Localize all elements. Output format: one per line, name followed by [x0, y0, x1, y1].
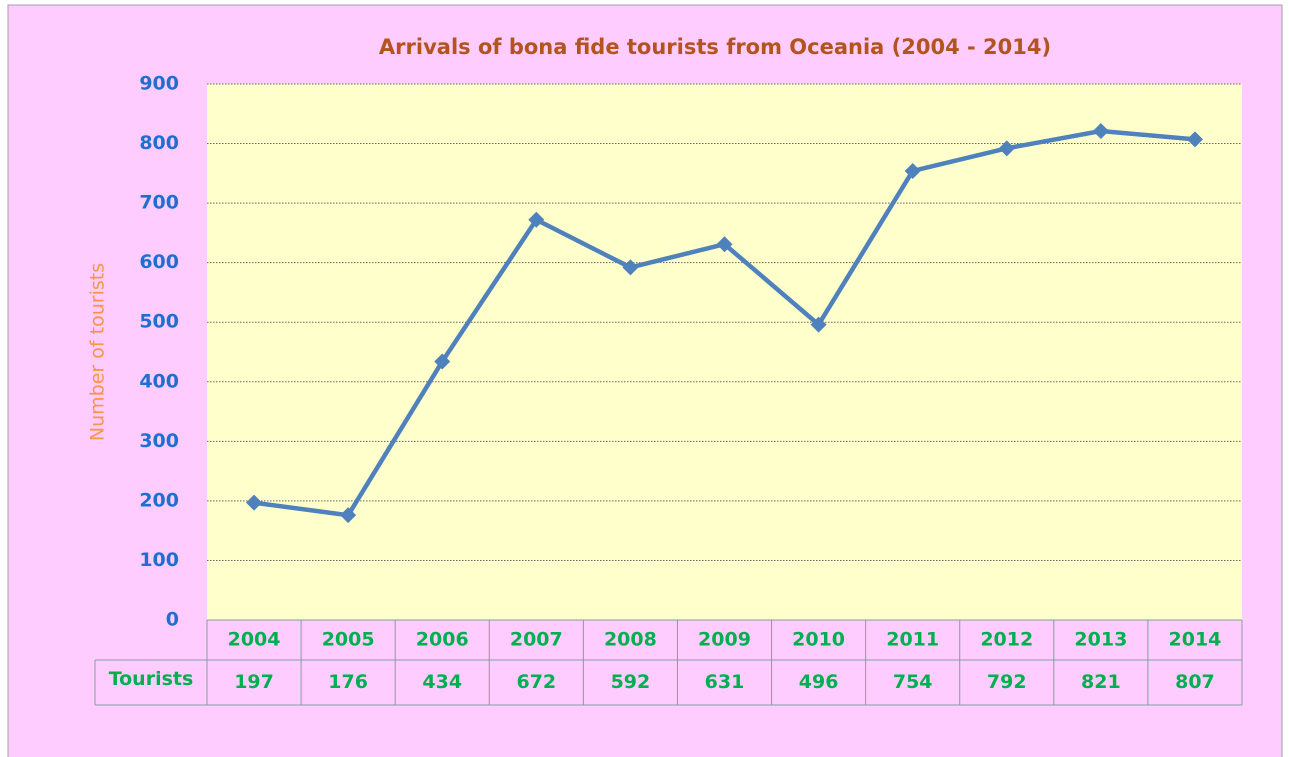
- data-label: 754: [893, 671, 933, 693]
- legend-label: Tourists: [109, 668, 194, 690]
- x-tick-label: 2012: [980, 629, 1033, 651]
- x-tick-label: 2014: [1169, 629, 1222, 651]
- data-point: [340, 507, 357, 524]
- data-label: 496: [799, 671, 839, 693]
- x-tick-label: 2010: [792, 629, 845, 651]
- data-label: 197: [234, 671, 274, 693]
- data-label: 592: [611, 671, 651, 693]
- data-point: [810, 316, 827, 333]
- data-point: [434, 353, 451, 370]
- data-label: 672: [516, 671, 556, 693]
- y-tick-label: 300: [139, 430, 179, 452]
- data-point: [998, 140, 1015, 157]
- y-axis-title: Number of tourists: [87, 263, 109, 441]
- data-label: 792: [987, 671, 1027, 693]
- chart-title: Arrivals of bona fide tourists from Ocea…: [379, 35, 1051, 59]
- data-point: [528, 211, 545, 228]
- y-tick-label: 0: [166, 609, 179, 631]
- x-tick-label: 2007: [510, 629, 563, 651]
- y-tick-label: 700: [139, 192, 179, 214]
- x-tick-label: 2013: [1074, 629, 1127, 651]
- y-tick-label: 100: [139, 549, 179, 571]
- data-label: 434: [422, 671, 462, 693]
- data-point: [716, 236, 733, 253]
- x-tick-label: 2006: [416, 629, 469, 651]
- x-tick-label: 2008: [604, 629, 657, 651]
- data-point: [1092, 123, 1109, 140]
- data-point: [622, 259, 639, 276]
- y-tick-label: 500: [139, 311, 179, 333]
- y-tick-label: 400: [139, 370, 179, 392]
- data-point: [1186, 131, 1203, 148]
- y-tick-label: 600: [139, 251, 179, 273]
- x-tick-label: 2005: [322, 629, 375, 651]
- x-tick-label: 2011: [886, 629, 939, 651]
- data-label: 807: [1175, 671, 1215, 693]
- x-tick-label: 2009: [698, 629, 751, 651]
- y-tick-label: 800: [139, 132, 179, 154]
- data-label: 821: [1081, 671, 1121, 693]
- y-tick-label: 200: [139, 489, 179, 511]
- x-tick-label: 2004: [228, 629, 281, 651]
- y-tick-label: 900: [139, 73, 179, 95]
- data-label: 176: [328, 671, 368, 693]
- data-point: [904, 162, 921, 179]
- data-point: [246, 494, 263, 511]
- data-label: 631: [705, 671, 745, 693]
- plot-area: [207, 84, 1242, 620]
